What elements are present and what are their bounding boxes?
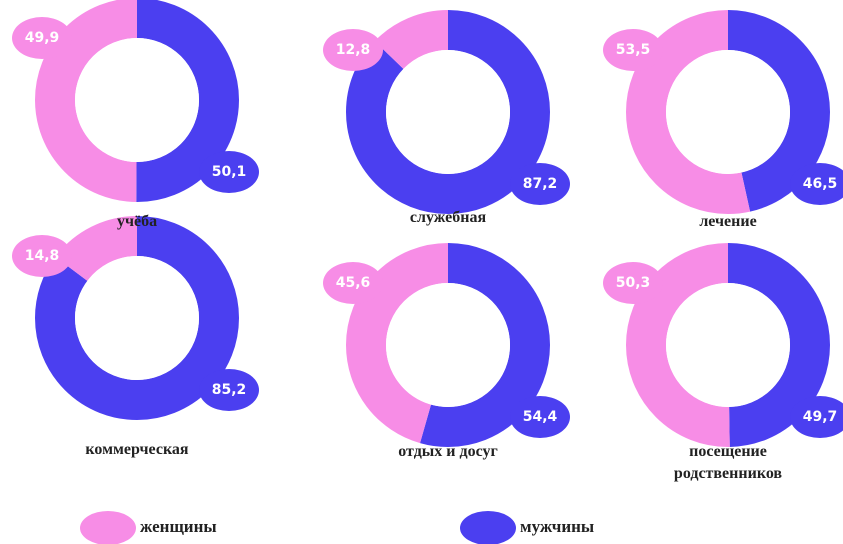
legend-swatch [80, 511, 136, 544]
value-label: 45,6 [336, 275, 371, 291]
value-label: 46,5 [803, 176, 838, 192]
value-bubble [790, 396, 843, 438]
value-label: 53,5 [616, 42, 651, 58]
value-label: 14,8 [25, 248, 60, 264]
donut-segment [346, 243, 550, 447]
chart-title: коммерческая [85, 441, 189, 458]
value-bubble [603, 29, 663, 71]
legend-label: женщины [140, 517, 217, 536]
value-label: 85,2 [212, 382, 247, 398]
donut-segment [35, 216, 239, 420]
donut-hole [386, 283, 510, 407]
value-bubble [12, 17, 72, 59]
donut-segment [35, 0, 239, 202]
donut-segment [626, 10, 830, 214]
value-bubble [12, 235, 72, 277]
chart-title: лечение [699, 213, 757, 230]
chart-title: посещение родственников [673, 443, 783, 482]
value-label: 54,4 [523, 409, 558, 425]
value-label: 50,3 [616, 275, 651, 291]
value-bubble [199, 151, 259, 193]
value-bubble [603, 262, 663, 304]
chart-title: отдых и досуг [398, 443, 498, 460]
chart-title: служебная [409, 209, 487, 226]
donut-segment [346, 10, 550, 214]
legend-swatch [460, 511, 516, 544]
donut-hole [75, 256, 199, 380]
donut-hole [666, 50, 790, 174]
value-bubble [323, 262, 383, 304]
value-bubble [199, 369, 259, 411]
value-bubble [510, 396, 570, 438]
value-bubble [790, 163, 843, 205]
donut-hole [386, 50, 510, 174]
value-bubble [510, 163, 570, 205]
value-bubble [323, 29, 383, 71]
value-label: 87,2 [523, 176, 558, 192]
legend-label: мужчины [520, 517, 595, 536]
donut-segment [626, 243, 830, 447]
donut-hole [666, 283, 790, 407]
value-label: 12,8 [336, 42, 371, 58]
value-label: 49,9 [25, 30, 60, 46]
chart-title: учёба [116, 213, 158, 230]
donut-hole [75, 38, 199, 162]
value-label: 50,1 [212, 164, 247, 180]
value-label: 49,7 [803, 409, 838, 425]
